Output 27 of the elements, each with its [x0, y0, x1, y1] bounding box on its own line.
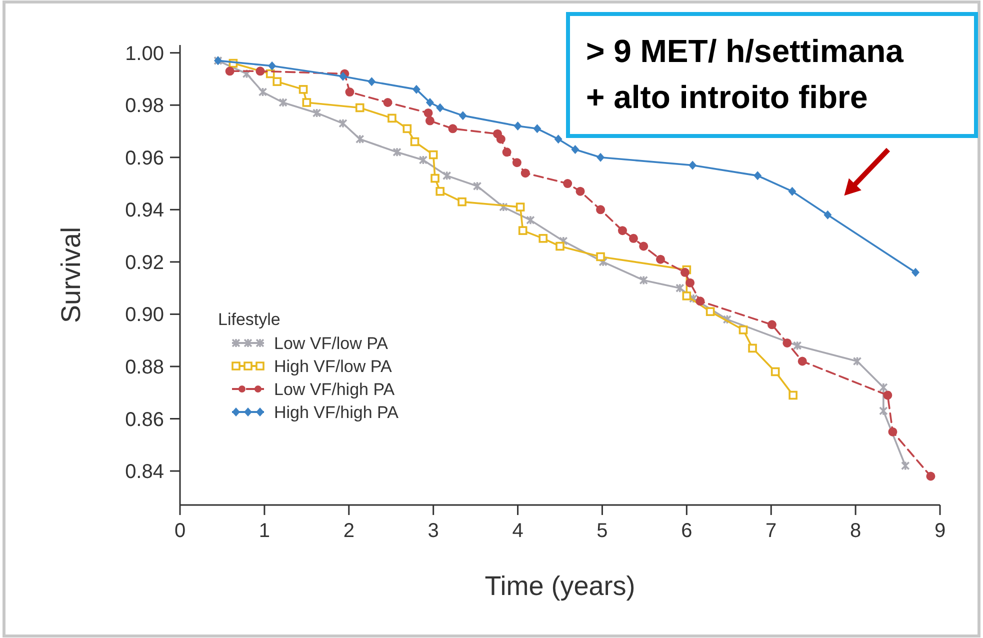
x-tick-label: 6 — [681, 520, 692, 542]
y-tick-label: 0.86 — [125, 408, 164, 431]
x-tick-label: 3 — [428, 520, 439, 542]
x-tick-label: 8 — [850, 520, 862, 542]
y-tick-label: 1.00 — [125, 42, 164, 65]
x-tick-label: 4 — [512, 520, 524, 542]
x-tick-label: 0 — [174, 520, 186, 542]
legend-label: Low VF/high PA — [274, 380, 396, 399]
y-tick-label: 0.90 — [125, 304, 164, 326]
y-tick-label: 0.84 — [125, 461, 164, 484]
y-tick-label: 0.92 — [125, 252, 164, 274]
y-tick-label: 0.96 — [125, 147, 164, 170]
legend-label: Low VF/low PA — [274, 334, 389, 353]
y-tick-label: 0.88 — [125, 356, 164, 378]
x-tick-label: 1 — [258, 520, 270, 542]
x-tick-label: 5 — [596, 520, 608, 542]
legend-label: High VF/low PA — [274, 357, 392, 376]
x-tick-label: 9 — [934, 520, 946, 542]
legend-title: Lifestyle — [218, 310, 280, 329]
annotation: > 9 MET/ h/settimana + alto introito fibre — [586, 33, 904, 115]
y-tick-label: 0.98 — [125, 95, 164, 118]
x-tick-label: 2 — [343, 520, 354, 542]
legend-label: High VF/high PA — [274, 403, 400, 422]
x-axis-title: Time (years) — [484, 571, 636, 601]
x-tick-label: 7 — [766, 520, 777, 542]
y-axis-title: Survival — [56, 226, 86, 324]
y-tick-label: 0.94 — [125, 200, 164, 222]
